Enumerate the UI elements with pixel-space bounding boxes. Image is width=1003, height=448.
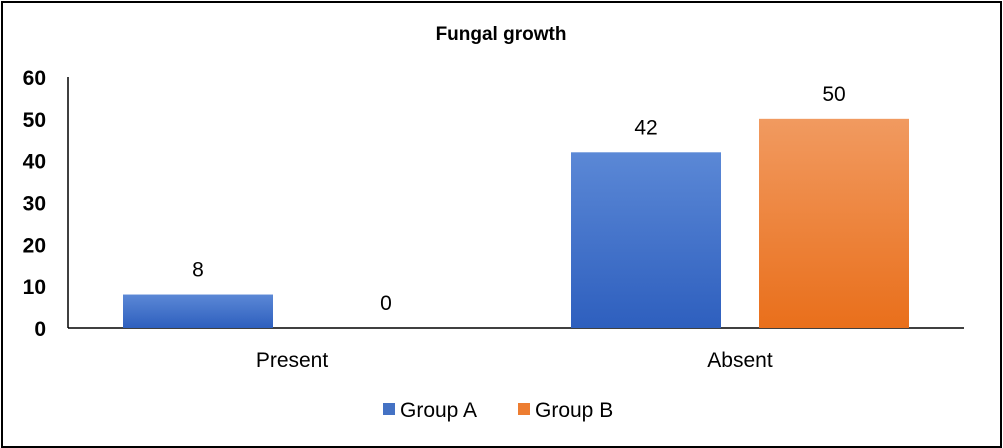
legend: Group A Group B (383, 399, 613, 422)
data-label: 8 (192, 259, 204, 282)
y-tick-label: 60 (23, 67, 46, 90)
y-tick-label: 10 (23, 276, 46, 299)
bar-group-b-absent (759, 118, 909, 328)
legend-swatch-group-b (518, 403, 530, 415)
chart-title: Fungal growth (436, 24, 567, 45)
x-tick-label-absent: Absent (707, 349, 773, 372)
y-tick-label: 20 (23, 234, 46, 257)
x-tick-label-present: Present (256, 349, 329, 372)
plot-area: 0 10 20 30 40 50 60 8 0 Present 42 50 Absent (23, 67, 964, 372)
data-label: 50 (822, 83, 845, 106)
y-tick-label: 50 (23, 109, 46, 132)
data-label: 42 (634, 116, 657, 139)
data-label: 0 (380, 292, 392, 315)
y-tick-label: 40 (23, 151, 46, 174)
y-tick-label: 0 (34, 318, 46, 341)
legend-label: Group B (535, 399, 613, 422)
bar-group-a-absent (571, 152, 721, 328)
bar-group-a-present (123, 294, 273, 328)
legend-swatch-group-a (383, 403, 395, 415)
legend-label: Group A (400, 399, 477, 422)
y-tick-label: 30 (23, 193, 46, 216)
